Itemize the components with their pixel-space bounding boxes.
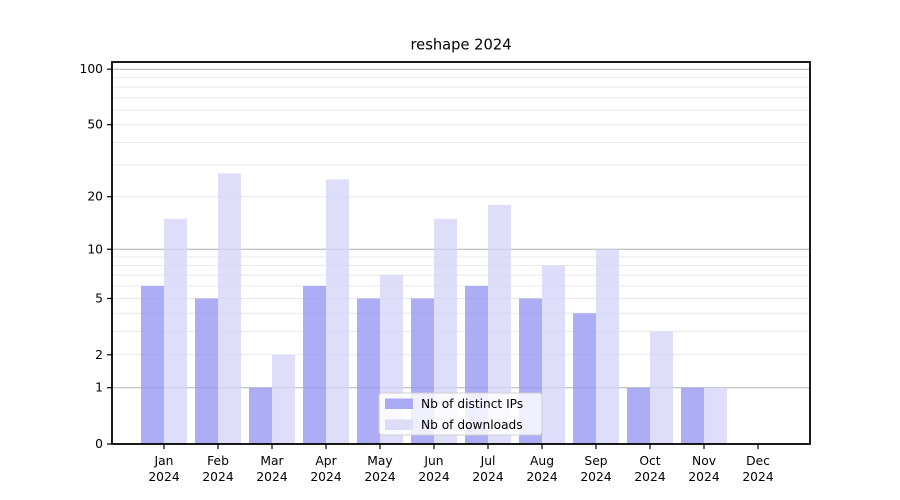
y-tick-label-50: 50 bbox=[87, 118, 103, 132]
x-label-year-aug: 2024 bbox=[526, 470, 557, 484]
x-label-month-may: May bbox=[367, 454, 392, 468]
axes-frame bbox=[111, 61, 811, 445]
bar-downloads-jul bbox=[488, 204, 511, 444]
x-label-year-oct: 2024 bbox=[634, 470, 665, 484]
x-label-year-dec: 2024 bbox=[742, 470, 773, 484]
bar-distinct-ips-jan bbox=[141, 285, 164, 444]
x-label-month-dec: Dec bbox=[746, 454, 770, 468]
x-label-month-jul: Jul bbox=[480, 454, 496, 468]
x-label-month-aug: Aug bbox=[530, 454, 554, 468]
bar-downloads-sep bbox=[596, 249, 619, 444]
bar-distinct-ips-oct bbox=[627, 387, 650, 444]
x-label-year-sep: 2024 bbox=[580, 470, 611, 484]
bar-distinct-ips-feb bbox=[195, 298, 218, 444]
bar-downloads-oct bbox=[650, 331, 673, 444]
x-label-year-jan: 2024 bbox=[148, 470, 179, 484]
x-label-month-jan: Jan bbox=[154, 454, 174, 468]
bar-distinct-ips-sep bbox=[573, 313, 596, 444]
legend-box bbox=[378, 392, 543, 436]
bar-distinct-ips-apr bbox=[303, 285, 326, 444]
y-tick-label-0: 0 bbox=[95, 437, 103, 451]
x-label-year-nov: 2024 bbox=[688, 470, 719, 484]
legend-swatch-distinct-ips bbox=[385, 398, 413, 409]
legend-swatch-downloads bbox=[385, 419, 413, 430]
x-label-month-nov: Nov bbox=[692, 454, 716, 468]
bar-downloads-mar bbox=[272, 354, 295, 444]
bar-downloads-jan bbox=[164, 218, 187, 444]
bar-distinct-ips-may bbox=[357, 298, 380, 444]
bar-downloads-nov bbox=[704, 387, 727, 444]
bar-downloads-apr bbox=[326, 179, 349, 445]
y-tick-label-1: 1 bbox=[95, 381, 103, 395]
legend-label-distinct-ips: Nb of distinct IPs bbox=[421, 397, 523, 411]
x-label-year-jun: 2024 bbox=[418, 470, 449, 484]
x-label-month-oct: Oct bbox=[639, 454, 660, 468]
x-label-month-feb: Feb bbox=[207, 454, 229, 468]
x-label-month-mar: Mar bbox=[260, 454, 284, 468]
legend-label-downloads: Nb of downloads bbox=[421, 418, 523, 432]
x-label-year-may: 2024 bbox=[364, 470, 395, 484]
y-tick-label-100: 100 bbox=[80, 62, 103, 76]
bar-distinct-ips-mar bbox=[249, 387, 272, 444]
x-label-year-mar: 2024 bbox=[256, 470, 287, 484]
bar-downloads-jun bbox=[434, 218, 457, 444]
bar-downloads-feb bbox=[218, 173, 241, 444]
y-tick-label-5: 5 bbox=[95, 291, 103, 305]
x-label-month-jun: Jun bbox=[423, 454, 443, 468]
chart-title: reshape 2024 bbox=[410, 37, 511, 54]
x-label-year-jul: 2024 bbox=[472, 470, 503, 484]
bar-distinct-ips-nov bbox=[681, 387, 704, 444]
x-label-year-feb: 2024 bbox=[202, 470, 233, 484]
x-label-year-apr: 2024 bbox=[310, 470, 341, 484]
x-label-month-apr: Apr bbox=[315, 454, 337, 468]
x-label-month-sep: Sep bbox=[584, 454, 607, 468]
bar-downloads-aug bbox=[542, 265, 565, 444]
y-tick-label-10: 10 bbox=[87, 242, 103, 256]
y-tick-label-2: 2 bbox=[95, 348, 103, 362]
y-tick-label-20: 20 bbox=[87, 190, 103, 204]
